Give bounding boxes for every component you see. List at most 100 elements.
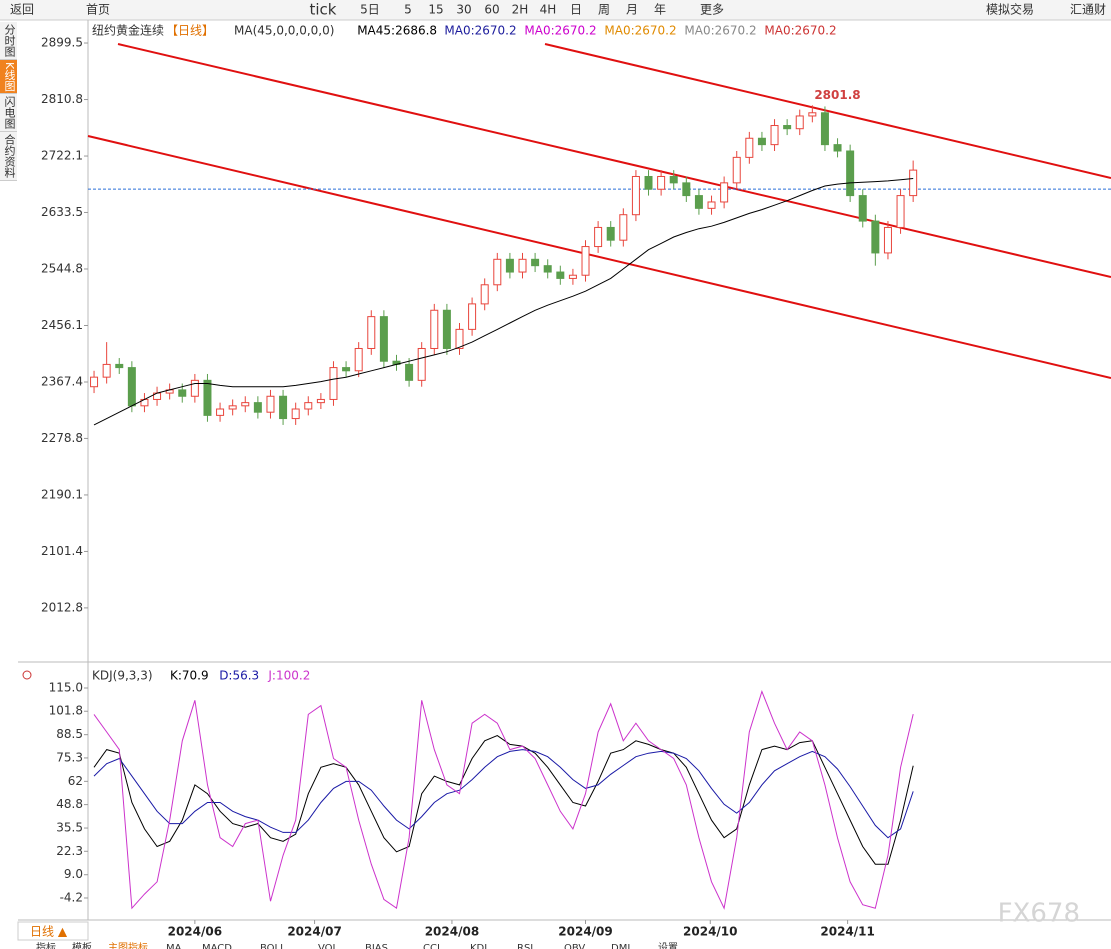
- settings-icon[interactable]: [22, 670, 32, 680]
- candle-body: [795, 115, 804, 130]
- candle-body: [342, 367, 351, 372]
- candle-body: [190, 379, 199, 397]
- toolbar-button[interactable]: 月: [626, 3, 638, 17]
- toolbar-button[interactable]: 更多: [700, 3, 724, 17]
- candle-body: [783, 125, 792, 130]
- legend-entry: MA(45,0,0,0,0,0): [234, 24, 334, 38]
- toolbar-button[interactable]: 汇通财: [1070, 3, 1106, 17]
- toolbar-button[interactable]: tick: [310, 1, 337, 19]
- candle-body: [367, 316, 376, 349]
- candle-body: [279, 395, 288, 420]
- candle-body: [707, 201, 716, 209]
- x-tick-label: 2024/09: [558, 925, 612, 939]
- candle-body: [909, 169, 918, 197]
- toolbar-button[interactable]: 60: [484, 3, 499, 17]
- candle-body: [858, 195, 867, 222]
- y-tick-label: 75.3: [56, 750, 83, 764]
- footer-tab[interactable]: 设置: [658, 942, 678, 949]
- candle-body: [329, 367, 338, 400]
- toolbar-button[interactable]: 4H: [540, 3, 557, 17]
- candle-body: [871, 220, 880, 254]
- footer-tab[interactable]: VOL: [318, 943, 339, 949]
- candle-body: [178, 389, 187, 397]
- candle-body: [846, 150, 855, 197]
- legend-entry: D:56.3: [219, 669, 259, 683]
- candle-body: [568, 274, 577, 279]
- footer-tab[interactable]: RSI: [517, 943, 533, 949]
- toolbar-button[interactable]: 30: [456, 3, 471, 17]
- candle-body: [669, 175, 678, 184]
- trend-line: [117, 43, 1111, 278]
- candle-body: [291, 408, 300, 420]
- candle-body: [241, 402, 250, 407]
- candle-body: [442, 309, 451, 349]
- candle-body: [594, 226, 603, 248]
- footer-tab[interactable]: BIAS: [365, 943, 388, 949]
- toolbar-button[interactable]: 5: [404, 3, 412, 17]
- toolbar-button[interactable]: 日: [570, 3, 582, 17]
- sidebar-tab[interactable]: 分时图: [0, 22, 17, 60]
- toolbar: [0, 0, 1111, 20]
- footer-tab[interactable]: 指标: [36, 941, 56, 949]
- x-tick-label: 2024/06: [168, 925, 222, 939]
- candle-body: [556, 271, 565, 279]
- candle-body: [619, 214, 628, 241]
- sidebar-tab[interactable]: 闪电图: [0, 94, 17, 133]
- candle-body: [732, 156, 741, 184]
- y-tick-label: 2101.4: [41, 544, 83, 558]
- toolbar-button[interactable]: 2H: [512, 3, 529, 17]
- footer-tab[interactable]: 模板: [72, 941, 92, 949]
- x-tick-label: 2024/08: [425, 925, 479, 939]
- candle-body: [216, 408, 225, 416]
- period-button[interactable]: [17, 921, 89, 941]
- line: [93, 178, 914, 426]
- legend-entry: MA0:2670.2: [444, 24, 516, 38]
- period-label[interactable]: 日线 ▲: [30, 925, 68, 939]
- toolbar-button[interactable]: 周: [598, 3, 610, 17]
- footer-tab[interactable]: CCI: [423, 943, 440, 949]
- y-tick-label: 48.8: [56, 797, 83, 811]
- sidebar-tab[interactable]: 合约资料: [0, 132, 17, 182]
- legend-entry: MA0:2670.2: [604, 24, 676, 38]
- footer-tab[interactable]: 主图指标: [108, 941, 148, 949]
- legend-entry: MA0:2670.2: [684, 24, 756, 38]
- toolbar-button[interactable]: 返回: [10, 3, 34, 17]
- toolbar-button[interactable]: 年: [654, 3, 666, 17]
- candle-body: [631, 175, 640, 216]
- candle-body: [833, 144, 842, 152]
- y-tick-label: 2367.4: [41, 374, 83, 388]
- candle-body: [405, 363, 414, 381]
- toolbar-button[interactable]: 5日: [360, 3, 380, 17]
- candle-body: [883, 226, 892, 254]
- candle-body: [430, 309, 439, 349]
- legend-entry: MA0:2670.2: [524, 24, 596, 38]
- candle-body: [505, 258, 514, 273]
- footer-tab[interactable]: BOLL: [260, 943, 286, 949]
- toolbar-button[interactable]: 模拟交易: [986, 2, 1034, 17]
- candle-body: [127, 367, 136, 407]
- y-tick-label: 2456.1: [41, 318, 83, 332]
- toolbar-button[interactable]: 15: [428, 3, 443, 17]
- candle-body: [644, 175, 653, 190]
- trend-line: [87, 135, 1111, 379]
- footer-tab[interactable]: DMI: [611, 943, 630, 949]
- candle-body: [417, 347, 426, 381]
- line: [93, 690, 914, 910]
- candle-body: [757, 137, 766, 146]
- footer-tab[interactable]: KDJ: [470, 943, 487, 949]
- period: 【日线】: [166, 24, 214, 38]
- toolbar-button[interactable]: 首页: [86, 3, 110, 17]
- footer-tab[interactable]: OBV: [564, 943, 585, 949]
- footer-tab[interactable]: MACD: [202, 943, 232, 949]
- candle-body: [657, 175, 666, 190]
- sidebar-tab[interactable]: K线图: [0, 60, 17, 95]
- x-tick-label: 2024/07: [287, 925, 341, 939]
- candle-body: [480, 284, 489, 305]
- watermark: FX678: [998, 899, 1080, 929]
- legend-entry: J:100.2: [267, 669, 310, 683]
- y-tick-label: 22.3: [56, 844, 83, 858]
- legend-entry: MA0:2670.2: [764, 24, 836, 38]
- x-tick-label: 2024/10: [683, 925, 737, 939]
- y-tick-label: 2810.8: [41, 92, 83, 106]
- footer-tab[interactable]: MA: [166, 943, 182, 949]
